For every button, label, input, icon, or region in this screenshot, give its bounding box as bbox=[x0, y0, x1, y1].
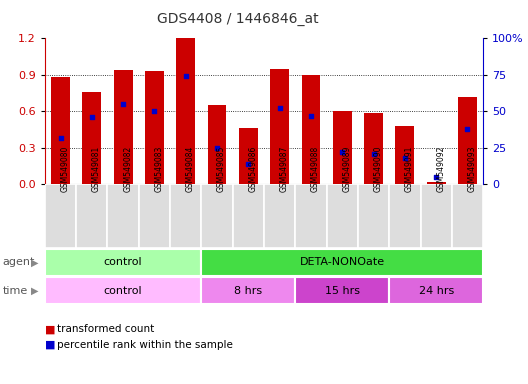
Text: time: time bbox=[3, 286, 28, 296]
FancyBboxPatch shape bbox=[170, 184, 201, 248]
Point bbox=[182, 73, 190, 79]
Bar bbox=[458, 97, 477, 184]
Text: GSM549087: GSM549087 bbox=[280, 146, 289, 192]
FancyBboxPatch shape bbox=[201, 184, 233, 248]
Text: GSM549082: GSM549082 bbox=[123, 146, 132, 192]
FancyBboxPatch shape bbox=[45, 184, 76, 248]
Text: 24 hrs: 24 hrs bbox=[419, 286, 454, 296]
Text: GSM549085: GSM549085 bbox=[217, 146, 226, 192]
Bar bbox=[395, 126, 414, 184]
FancyBboxPatch shape bbox=[233, 184, 264, 248]
Bar bbox=[333, 111, 352, 184]
Bar bbox=[145, 71, 164, 184]
FancyBboxPatch shape bbox=[327, 184, 358, 248]
Point bbox=[307, 113, 315, 119]
Text: 8 hrs: 8 hrs bbox=[234, 286, 262, 296]
Point bbox=[463, 126, 472, 132]
Point bbox=[213, 145, 221, 151]
Bar bbox=[114, 70, 133, 184]
Point bbox=[150, 108, 158, 114]
Text: control: control bbox=[104, 257, 143, 267]
Bar bbox=[51, 77, 70, 184]
Text: ■: ■ bbox=[45, 340, 55, 350]
Text: GSM549088: GSM549088 bbox=[311, 146, 320, 192]
Text: GSM549093: GSM549093 bbox=[467, 146, 476, 192]
Bar bbox=[82, 92, 101, 184]
Bar bbox=[208, 105, 227, 184]
FancyBboxPatch shape bbox=[45, 249, 201, 276]
FancyBboxPatch shape bbox=[76, 184, 108, 248]
Point bbox=[88, 114, 96, 120]
Bar bbox=[427, 182, 446, 184]
Point bbox=[401, 155, 409, 161]
Point bbox=[56, 134, 65, 141]
Text: GSM549080: GSM549080 bbox=[61, 146, 70, 192]
FancyBboxPatch shape bbox=[358, 184, 389, 248]
Point bbox=[119, 101, 127, 107]
Text: GSM549090: GSM549090 bbox=[374, 146, 383, 192]
Text: GDS4408 / 1446846_at: GDS4408 / 1446846_at bbox=[157, 12, 318, 25]
FancyBboxPatch shape bbox=[201, 249, 483, 276]
Text: ▶: ▶ bbox=[31, 286, 38, 296]
FancyBboxPatch shape bbox=[139, 184, 170, 248]
FancyBboxPatch shape bbox=[295, 184, 327, 248]
Point bbox=[276, 105, 284, 111]
Bar bbox=[364, 113, 383, 184]
Text: DETA-NONOate: DETA-NONOate bbox=[300, 257, 385, 267]
Point bbox=[338, 149, 346, 155]
FancyBboxPatch shape bbox=[45, 277, 201, 304]
Text: GSM549091: GSM549091 bbox=[405, 146, 414, 192]
FancyBboxPatch shape bbox=[420, 184, 452, 248]
FancyBboxPatch shape bbox=[108, 184, 139, 248]
Text: GSM549084: GSM549084 bbox=[186, 146, 195, 192]
Text: GSM549089: GSM549089 bbox=[342, 146, 351, 192]
Text: GSM549086: GSM549086 bbox=[248, 146, 257, 192]
Text: GSM549081: GSM549081 bbox=[92, 146, 101, 192]
Bar bbox=[176, 38, 195, 184]
FancyBboxPatch shape bbox=[452, 184, 483, 248]
Text: GSM549083: GSM549083 bbox=[154, 146, 164, 192]
Text: ▶: ▶ bbox=[31, 257, 38, 267]
Text: 15 hrs: 15 hrs bbox=[325, 286, 360, 296]
Point bbox=[432, 174, 440, 180]
Bar bbox=[239, 128, 258, 184]
Text: transformed count: transformed count bbox=[57, 324, 154, 334]
Text: GSM549092: GSM549092 bbox=[436, 146, 445, 192]
Text: ■: ■ bbox=[45, 324, 55, 334]
Text: percentile rank within the sample: percentile rank within the sample bbox=[57, 340, 233, 350]
Point bbox=[370, 151, 378, 157]
Point bbox=[244, 161, 252, 167]
Text: agent: agent bbox=[3, 257, 35, 267]
FancyBboxPatch shape bbox=[295, 277, 389, 304]
Text: control: control bbox=[104, 286, 143, 296]
Bar bbox=[270, 69, 289, 184]
FancyBboxPatch shape bbox=[201, 277, 295, 304]
FancyBboxPatch shape bbox=[389, 184, 420, 248]
FancyBboxPatch shape bbox=[389, 277, 483, 304]
FancyBboxPatch shape bbox=[264, 184, 295, 248]
Bar bbox=[301, 75, 320, 184]
